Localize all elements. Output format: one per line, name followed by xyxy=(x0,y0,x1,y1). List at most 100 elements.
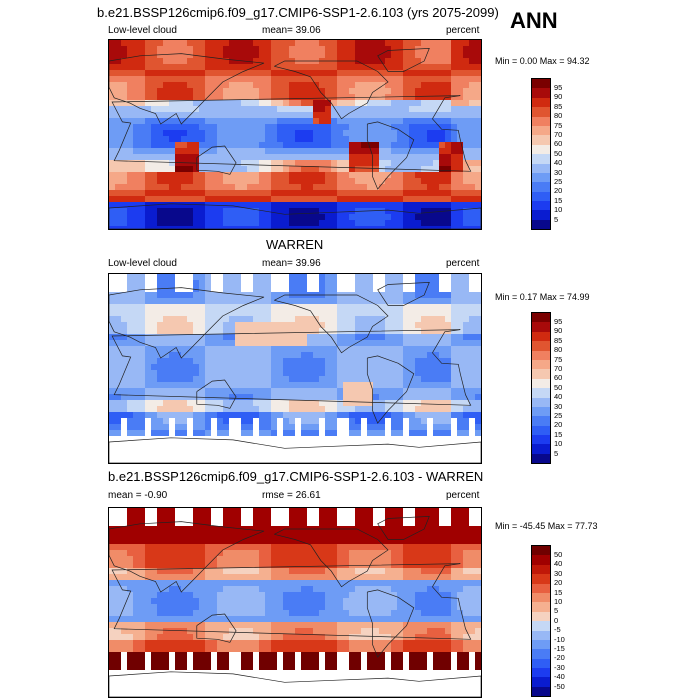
map-cell xyxy=(109,550,116,557)
map-cell xyxy=(313,568,320,575)
map-cell xyxy=(319,340,326,347)
map-cell xyxy=(247,412,254,419)
map-cell xyxy=(361,376,368,383)
map-cell xyxy=(277,148,284,155)
map-cell xyxy=(175,424,182,431)
map-cell xyxy=(223,196,230,203)
map-cell xyxy=(277,208,284,215)
map-cell xyxy=(229,406,236,413)
map-cell xyxy=(241,136,248,143)
map-cell xyxy=(199,328,206,335)
map-cell xyxy=(229,352,236,359)
map-cell xyxy=(253,364,260,371)
map-cell xyxy=(223,364,230,371)
map-cell xyxy=(247,274,254,281)
map-cell xyxy=(391,184,398,191)
map-cell xyxy=(259,448,266,455)
map-cell xyxy=(295,412,302,419)
map-cell xyxy=(433,94,440,101)
map-cell xyxy=(175,58,182,65)
coastline xyxy=(109,53,265,125)
map-cell xyxy=(115,544,122,551)
map-cell xyxy=(181,106,188,113)
map-cell xyxy=(277,100,284,107)
map-cell xyxy=(259,556,266,563)
map-cell xyxy=(361,508,368,515)
map-cell xyxy=(397,574,404,581)
map-cell xyxy=(133,52,140,59)
map-cell xyxy=(349,460,356,463)
map-cell xyxy=(241,454,248,461)
map-cell xyxy=(265,352,272,359)
map-cell xyxy=(193,370,200,377)
map-cell xyxy=(259,568,266,575)
map-cell xyxy=(151,184,158,191)
map-cell xyxy=(217,580,224,587)
map-cell xyxy=(433,82,440,89)
map-cell xyxy=(409,112,416,119)
map-cell xyxy=(163,454,170,461)
map-cell xyxy=(397,172,404,179)
map-cell xyxy=(265,286,272,293)
map-cell xyxy=(229,304,236,311)
map-cell xyxy=(199,406,206,413)
map-cell xyxy=(109,538,116,545)
map-cell xyxy=(139,442,146,449)
map-cell xyxy=(127,184,134,191)
map-cell xyxy=(283,508,290,515)
map-cell xyxy=(427,454,434,461)
map-cell xyxy=(427,220,434,227)
map-cell xyxy=(277,172,284,179)
map-cell xyxy=(295,556,302,563)
map-cell xyxy=(253,304,260,311)
map-cell xyxy=(169,94,176,101)
map-cell xyxy=(115,58,122,65)
map-cell xyxy=(457,364,464,371)
map-cell xyxy=(157,460,164,463)
map-cell xyxy=(385,352,392,359)
map-cell xyxy=(313,112,320,119)
map-cell xyxy=(175,172,182,179)
map-cell xyxy=(133,100,140,107)
map-cell xyxy=(301,406,308,413)
map-cell xyxy=(199,364,206,371)
map-cell xyxy=(115,274,122,281)
map-cell xyxy=(409,544,416,551)
map-cell xyxy=(319,394,326,401)
map-cell xyxy=(169,166,176,173)
map-cell xyxy=(343,190,350,197)
map-cell xyxy=(325,82,332,89)
map-cell xyxy=(133,316,140,323)
map-cell xyxy=(217,166,224,173)
map-cell xyxy=(289,184,296,191)
map-cell xyxy=(361,340,368,347)
map-cell xyxy=(109,424,116,431)
map-cell xyxy=(331,370,338,377)
map-cell xyxy=(277,52,284,59)
map-cell xyxy=(427,298,434,305)
map-cell xyxy=(397,274,404,281)
map-cell xyxy=(361,46,368,53)
map-cell xyxy=(403,418,410,425)
map-cell xyxy=(331,100,338,107)
map-cell xyxy=(397,178,404,185)
map-cell xyxy=(295,340,302,347)
map-cell xyxy=(475,352,481,359)
map-cell xyxy=(187,286,194,293)
map-cell xyxy=(403,52,410,59)
map-cell xyxy=(163,544,170,551)
map-cell xyxy=(451,142,458,149)
map-cell xyxy=(139,118,146,125)
map-cell xyxy=(187,400,194,407)
map-cell xyxy=(127,106,134,113)
map-cell xyxy=(427,274,434,281)
map-cell xyxy=(175,436,182,443)
map-cell xyxy=(325,304,332,311)
map-cell xyxy=(145,532,152,539)
map-cell xyxy=(319,568,326,575)
map-cell xyxy=(319,436,326,443)
map-cell xyxy=(265,190,272,197)
map-cell xyxy=(175,40,182,47)
map-cell xyxy=(109,364,116,371)
map-cell xyxy=(355,532,362,539)
